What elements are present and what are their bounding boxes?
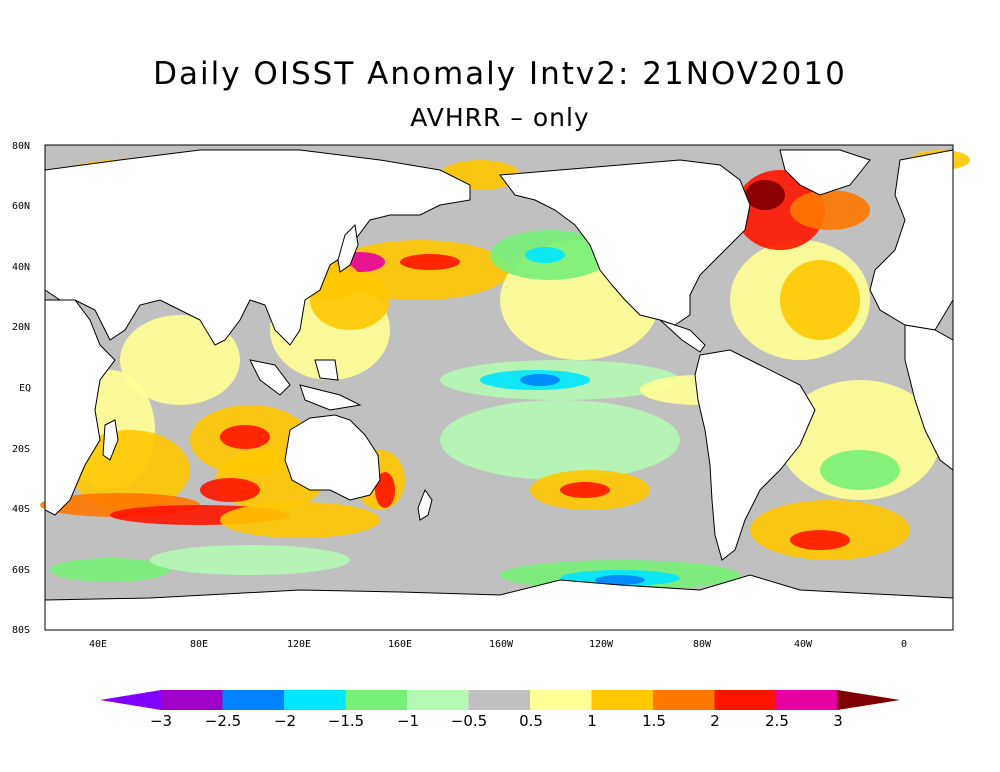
colorbar-tick-label: 2	[710, 712, 720, 730]
colorbar-tick-label: 3	[833, 712, 843, 730]
colorbar-swatch	[161, 690, 223, 710]
lat-label: 60N	[12, 201, 30, 212]
map-subtitle: AVHRR – only	[410, 103, 590, 132]
land-africa-south-west	[904, 324, 954, 472]
map-border	[44, 144, 954, 631]
colorbar	[100, 690, 900, 710]
map-panel	[40, 144, 970, 631]
anomaly-patch	[50, 558, 170, 582]
colorbar-swatch	[468, 690, 531, 710]
anomaly-patch	[560, 482, 610, 498]
lat-label: EQ	[19, 383, 31, 394]
lon-label: 80W	[693, 639, 712, 650]
colorbar-labels: −3 −2.5 −2 −1.5 −1 −0.5 0.5 1 1.5 2 2.5 …	[150, 712, 843, 730]
anomaly-patch	[790, 190, 870, 230]
lat-label: 60S	[12, 565, 30, 576]
colorbar-swatch	[222, 690, 285, 710]
land-south-america	[694, 349, 816, 561]
land-australia	[284, 414, 381, 501]
lat-label: 20S	[12, 444, 30, 455]
colorbar-arrow-low	[100, 690, 161, 710]
anomaly-patch	[745, 180, 785, 210]
lat-label: 40S	[12, 504, 30, 515]
colorbar-tick-label: −3	[150, 712, 172, 730]
land-greenland	[779, 149, 871, 196]
colorbar-swatch	[407, 690, 469, 710]
land-north-america	[499, 159, 751, 326]
anomaly-patch	[780, 260, 860, 340]
land-new-zealand	[417, 488, 433, 521]
anomaly-patch	[375, 472, 395, 508]
land-central-america	[659, 319, 706, 353]
colorbar-swatch	[714, 690, 777, 710]
land-africa	[44, 299, 116, 516]
colorbar-tick-label: −1.5	[328, 712, 364, 730]
anomaly-patch	[400, 254, 460, 270]
lon-label: 40W	[794, 639, 813, 650]
lat-axis: 80N 60N 40N 20N EQ 20S 40S 60S 80S	[12, 141, 31, 636]
anomaly-patch	[520, 374, 560, 386]
lon-label: 160E	[388, 639, 412, 650]
land-eurasia	[44, 149, 471, 346]
anomaly-patch	[820, 450, 900, 490]
anomaly-patch	[150, 545, 350, 575]
anomaly-patch	[440, 400, 680, 480]
land-maritime-continent	[249, 359, 362, 411]
land-masses	[44, 149, 954, 631]
colorbar-tick-label: −2	[274, 712, 296, 730]
anomaly-patch	[220, 502, 380, 538]
lon-label: 40E	[89, 639, 107, 650]
anomaly-patch	[790, 530, 850, 550]
lat-label: 20N	[12, 322, 30, 333]
land-japan	[337, 223, 359, 273]
colorbar-swatch	[284, 690, 346, 710]
colorbar-tick-label: 1.5	[642, 712, 666, 730]
colorbar-tick-label: 0.5	[519, 712, 543, 730]
anomaly-patch	[220, 425, 270, 449]
lon-label: 80E	[190, 639, 208, 650]
colorbar-swatch	[591, 690, 654, 710]
anomaly-patch	[750, 500, 910, 560]
anomaly-patch	[525, 247, 565, 263]
colorbar-tick-label: −0.5	[451, 712, 487, 730]
anomaly-field	[40, 150, 970, 590]
anomaly-patch	[595, 575, 645, 585]
lat-label: 80S	[12, 625, 30, 636]
colorbar-swatch	[653, 690, 715, 710]
land-madagascar	[102, 419, 119, 461]
colorbar-swatch	[776, 690, 838, 710]
anomaly-patch	[200, 478, 260, 502]
colorbar-arrow-high	[837, 690, 900, 710]
colorbar-swatch	[530, 690, 592, 710]
lon-axis: 40E 80E 120E 160E 160W 120W 80W 40W 0	[89, 639, 907, 650]
colorbar-tick-label: 1	[587, 712, 597, 730]
lat-label: 80N	[12, 141, 30, 152]
colorbar-tick-label: 2.5	[765, 712, 789, 730]
lon-label: 120W	[589, 639, 614, 650]
lon-label: 120E	[287, 639, 311, 650]
map-title: Daily OISST Anomaly Intv2: 21NOV2010	[153, 56, 847, 92]
colorbar-tick-label: −1	[397, 712, 419, 730]
colorbar-tick-label: −2.5	[205, 712, 241, 730]
lon-label: 0	[901, 639, 907, 650]
lon-label: 160W	[489, 639, 514, 650]
colorbar-swatch	[345, 690, 408, 710]
anomaly-patch	[70, 430, 190, 510]
lat-label: 40N	[12, 262, 30, 273]
